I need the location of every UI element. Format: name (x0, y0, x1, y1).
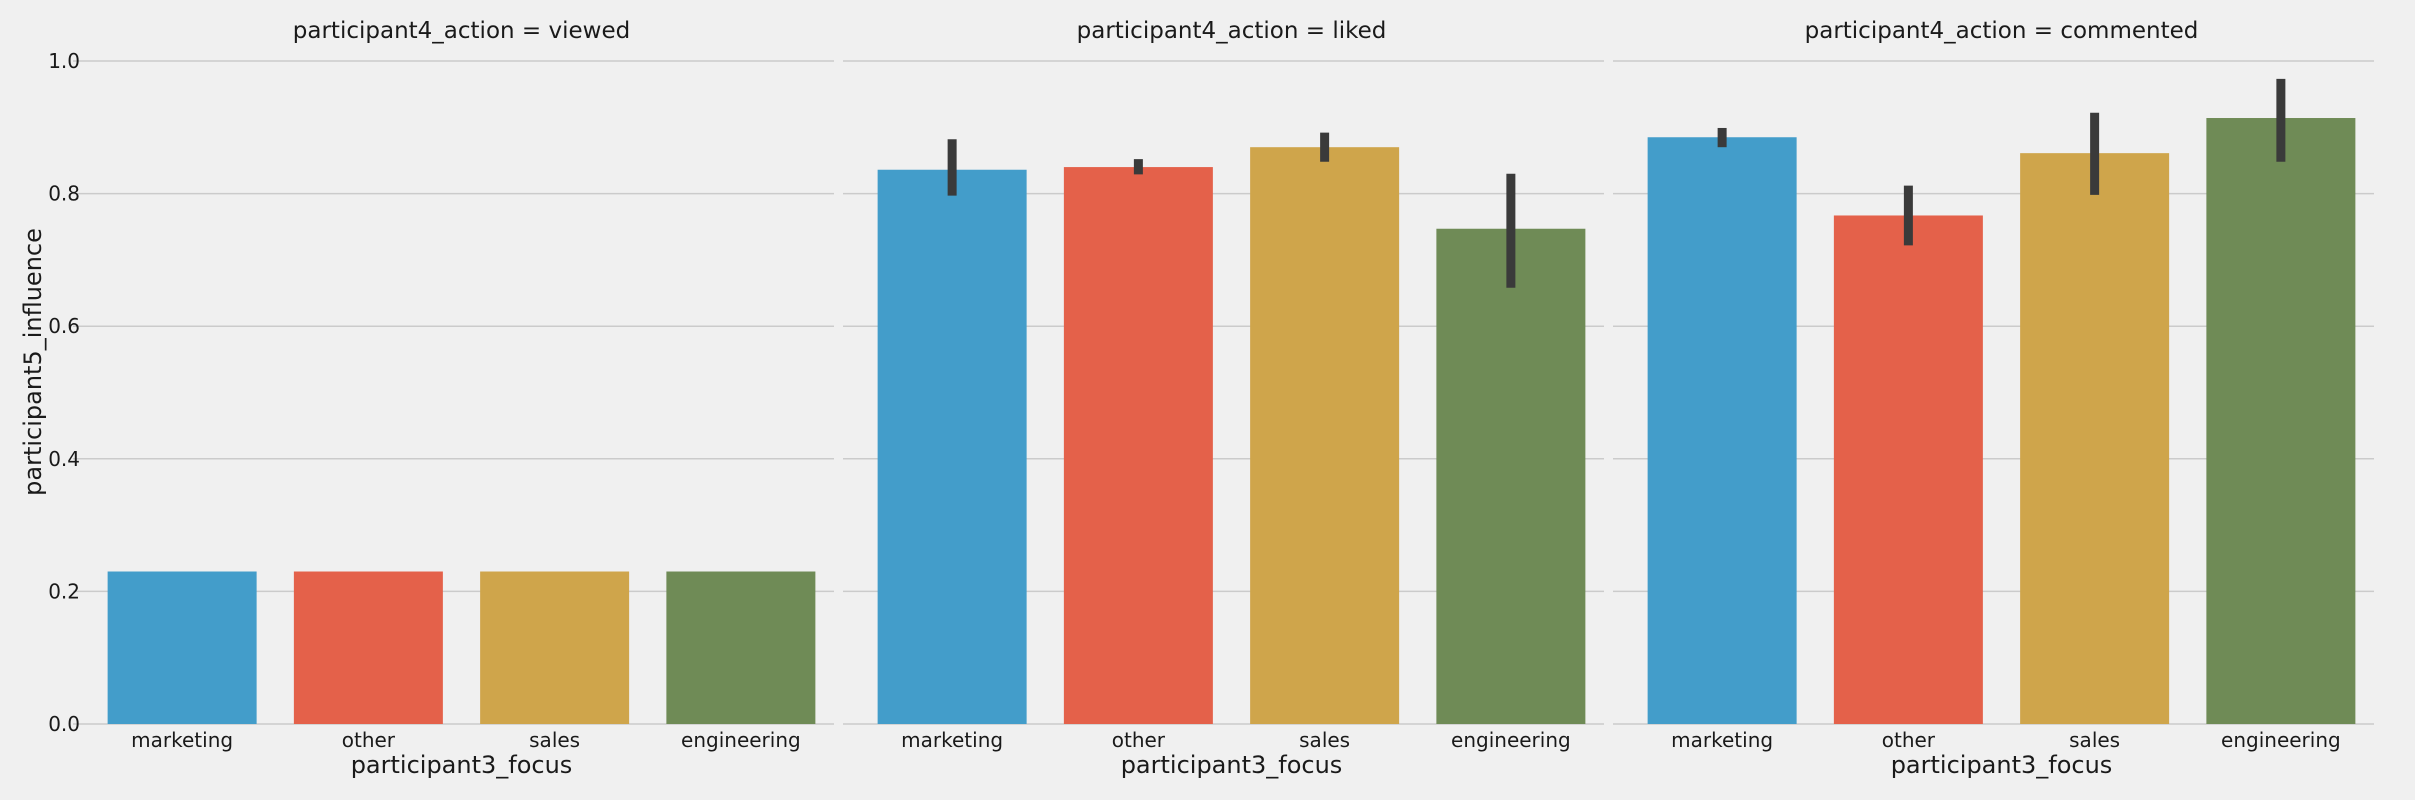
y-tick-label: 0.6 (48, 314, 80, 338)
bar-sales (1250, 147, 1400, 724)
labels-layer: 0.0 0.2 0.4 0.6 0.8 1.0 participant4_action = … (48, 18, 2341, 779)
bar-sales (2020, 153, 2170, 725)
bar-marketing (107, 571, 257, 724)
x-tick-label: other (342, 728, 396, 752)
bars-layer (107, 118, 2356, 725)
x-tick-label: engineering (681, 728, 801, 752)
y-tick-label: 1.0 (48, 49, 80, 73)
bar-engineering (1436, 228, 1586, 724)
bar-marketing (877, 169, 1027, 724)
panel-title: participant4_action = liked (1077, 18, 1387, 44)
bar-other (1833, 215, 1983, 724)
bar-other (293, 571, 443, 724)
x-tick-label: other (1882, 728, 1936, 752)
x-tick-label: marketing (901, 728, 1003, 752)
x-tick-label: sales (2069, 728, 2120, 752)
x-axis-label: participant3_focus (1121, 751, 1343, 779)
x-tick-label: sales (529, 728, 580, 752)
y-tick-label: 0.8 (48, 182, 80, 206)
bar-other (1063, 167, 1213, 724)
bar-marketing (1647, 137, 1797, 724)
y-axis-label: participant5_influence (19, 228, 47, 496)
x-tick-label: engineering (1451, 728, 1571, 752)
x-tick-label: engineering (2221, 728, 2341, 752)
panel-title: participant4_action = commented (1805, 18, 2199, 44)
errorbars-layer (947, 78, 2286, 288)
bar-engineering (2206, 118, 2356, 724)
x-tick-label: other (1112, 728, 1166, 752)
x-axis-label: participant3_focus (351, 751, 573, 779)
bar-sales (480, 571, 630, 724)
x-tick-label: marketing (1671, 728, 1773, 752)
x-tick-label: sales (1299, 728, 1350, 752)
y-tick-label: 0.4 (48, 447, 80, 471)
x-tick-label: marketing (131, 728, 233, 752)
y-tick-label: 0.0 (48, 712, 80, 736)
panel-title: participant4_action = viewed (293, 18, 630, 44)
bar-engineering (666, 571, 816, 724)
x-axis-label: participant3_focus (1891, 751, 2113, 779)
y-tick-label: 0.2 (48, 579, 80, 603)
